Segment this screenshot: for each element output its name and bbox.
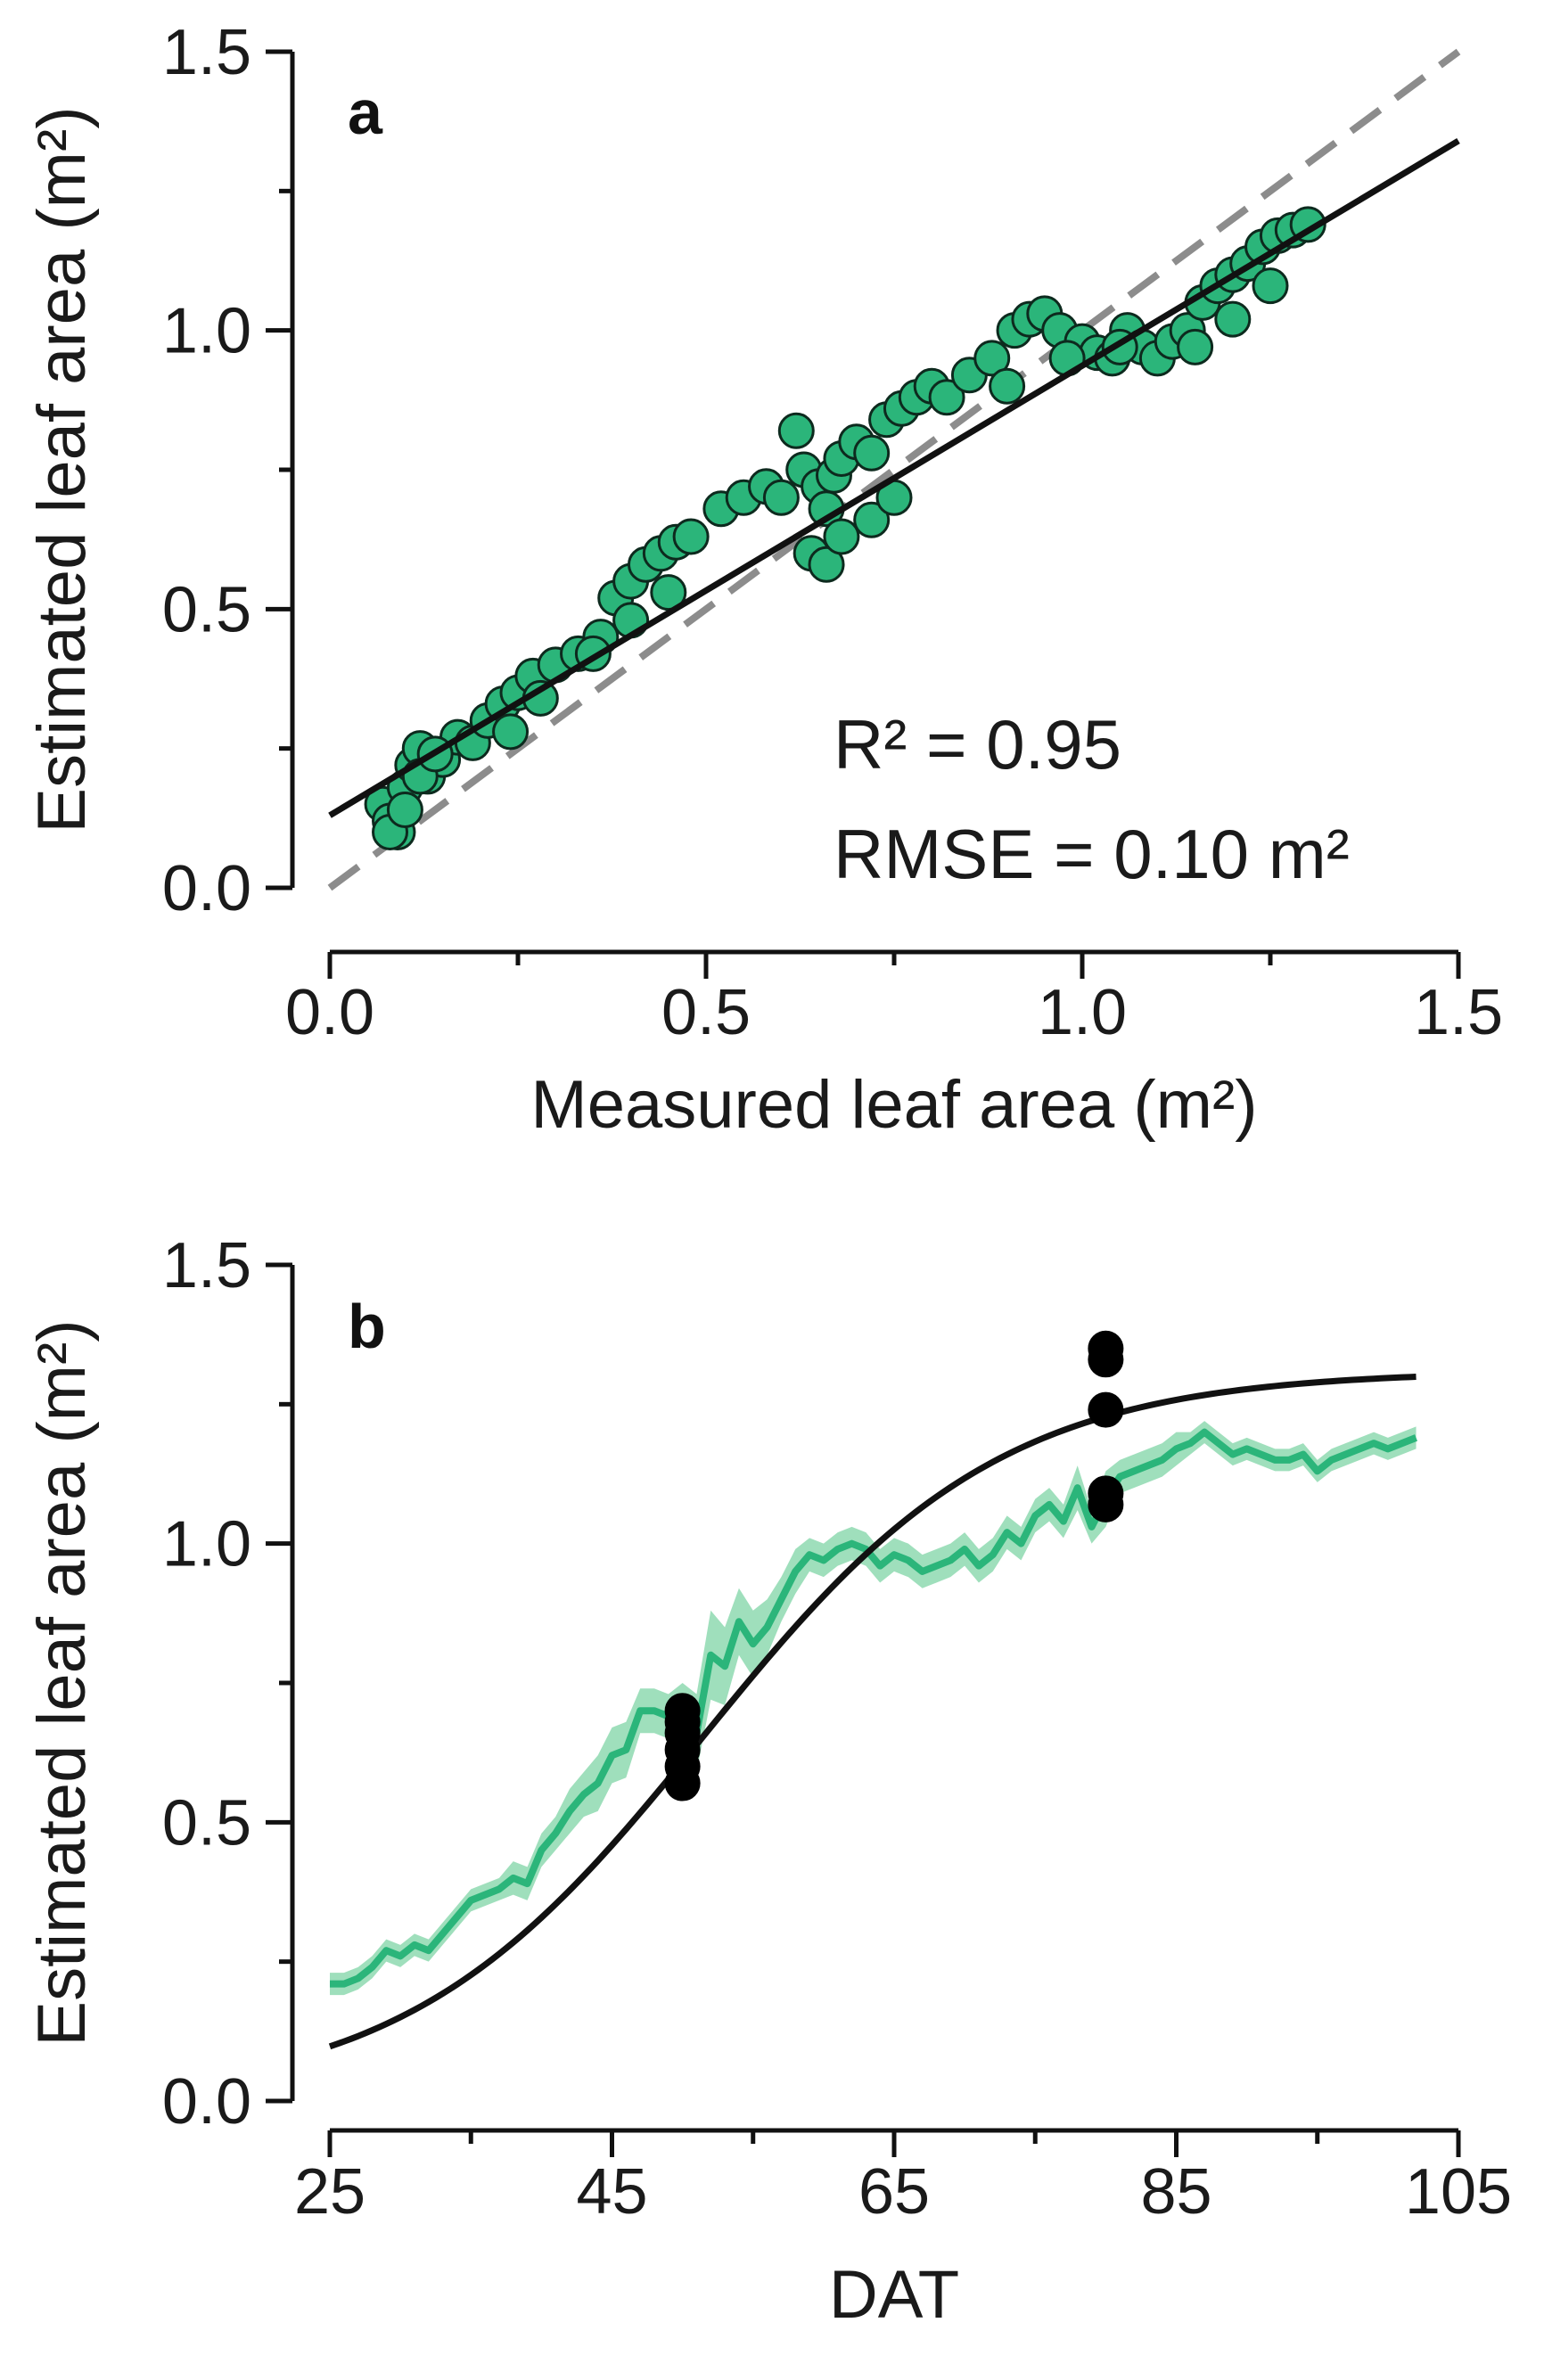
panel-b-x-axis-title: DAT <box>829 2257 959 2333</box>
measured-points <box>664 1330 1124 1801</box>
a-y-tick-label: 0.0 <box>162 853 251 924</box>
measured-point <box>1088 1391 1124 1428</box>
a-x-tick-label: 1.5 <box>1414 977 1503 1048</box>
a-x-tick-label: 1.0 <box>1038 977 1127 1048</box>
a-y-tick-label: 1.5 <box>162 17 251 88</box>
scatter-point <box>973 340 1011 377</box>
scatter-point <box>989 367 1026 405</box>
panel-a-points <box>364 206 1326 850</box>
scatter-point <box>823 518 860 555</box>
estimate-uncertainty-band <box>330 1421 1417 1996</box>
scatter-point <box>650 574 687 611</box>
scatter-point <box>492 713 530 751</box>
b-y-tick-label: 0.5 <box>162 1787 251 1859</box>
panel-a-tick-labels: 0.0 0.5 1.0 1.5 0.0 0.5 1.0 1.5 <box>162 17 1503 1048</box>
panel-a-x-axis-title: Measured leaf area (m²) <box>530 1067 1257 1143</box>
scatter-point <box>386 791 423 828</box>
a-x-tick-label: 0.5 <box>661 977 751 1048</box>
b-y-tick-label: 1.0 <box>162 1509 251 1580</box>
panel-a: 0.0 0.5 1.0 1.5 0.0 0.5 1.0 1.5 a R² = 0.95 RMS… <box>24 17 1503 1143</box>
a-y-tick-label: 1.0 <box>162 296 251 367</box>
logistic-fit-line <box>328 1374 1417 2050</box>
scatter-point <box>853 501 891 538</box>
panel-b-y-axis-title: Estimated leaf area (m²) <box>24 1319 100 2046</box>
panel-a-plot-area <box>327 48 1461 891</box>
panel-a-y-axis-title: Estimated leaf area (m²) <box>24 106 100 833</box>
panel-b-tick-labels: 0.0 0.5 1.0 1.5 25 45 65 85 105 <box>162 1230 1512 2228</box>
a-y-tick-label: 0.5 <box>162 574 251 645</box>
scatter-point <box>928 379 965 416</box>
panel-b-plot-area <box>328 1330 1418 2050</box>
panel-b-letter: b <box>348 1292 386 1361</box>
panel-a-ticks <box>266 49 1461 979</box>
b-y-tick-label: 0.0 <box>162 2066 251 2138</box>
scatter-point <box>808 546 845 583</box>
r-squared-annotation: R² = 0.95 <box>834 705 1121 784</box>
scatter-point <box>762 479 800 516</box>
b-x-tick-label: 65 <box>858 2156 930 2228</box>
scatter-point <box>1214 300 1252 338</box>
panel-b-ticks <box>266 1262 1461 2157</box>
b-x-tick-label: 85 <box>1140 2156 1211 2228</box>
scatter-point <box>1252 267 1289 305</box>
panel-b: 0.0 0.5 1.0 1.5 25 45 65 85 105 b DAT Estimated … <box>24 1230 1512 2333</box>
estimate-mean-line <box>330 1428 1418 1988</box>
scatter-point <box>672 518 710 555</box>
b-x-tick-label: 25 <box>294 2156 365 2228</box>
regression-line <box>328 138 1460 818</box>
b-x-tick-label: 45 <box>576 2156 647 2228</box>
scatter-point <box>777 412 815 449</box>
a-x-tick-label: 0.0 <box>285 977 374 1048</box>
scatter-point <box>1177 328 1214 365</box>
b-y-tick-label: 1.5 <box>162 1230 251 1301</box>
rmse-annotation: RMSE = 0.10 m² <box>834 815 1350 893</box>
panel-a-letter: a <box>348 78 383 147</box>
scatter-point <box>853 434 891 472</box>
measured-point <box>1088 1330 1124 1366</box>
measured-point <box>1088 1475 1124 1512</box>
b-x-tick-label: 105 <box>1405 2156 1512 2228</box>
one-to-one-line <box>327 48 1461 891</box>
measured-point <box>664 1693 701 1729</box>
